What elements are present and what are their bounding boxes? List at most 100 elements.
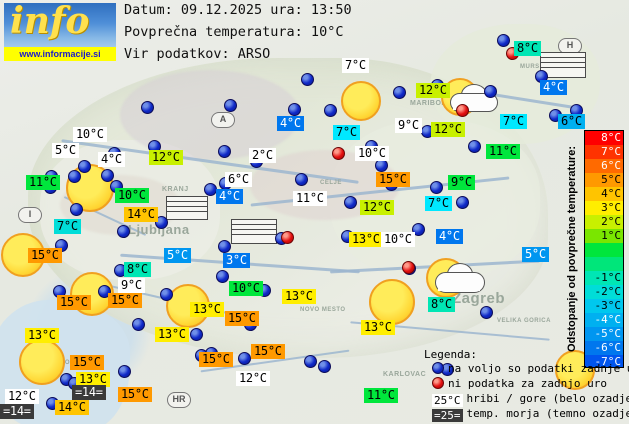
station-dot[interactable] xyxy=(324,104,337,117)
station-dot[interactable] xyxy=(218,145,231,158)
site-logo[interactable]: info www.informacije.si xyxy=(4,0,116,61)
temperature-label: 12°C xyxy=(360,200,394,215)
station-dot[interactable] xyxy=(295,173,308,186)
station-dot[interactable] xyxy=(216,270,229,283)
temperature-label: 15°C xyxy=(225,311,259,326)
logo-url: www.informacije.si xyxy=(4,47,116,61)
station-dot[interactable] xyxy=(468,140,481,153)
temperature-label: 10°C xyxy=(229,281,263,296)
legend-row-data-available: na voljo so podatki zadnje ure xyxy=(432,362,629,376)
cloud-mask xyxy=(438,278,480,291)
temperature-label: 5°C xyxy=(164,248,191,263)
legend-row-no-data: ni podatka za zadnjo uro xyxy=(432,377,607,391)
station-dot[interactable] xyxy=(101,169,114,182)
temperature-label: 10°C xyxy=(381,232,415,247)
temperature-label: 12°C xyxy=(416,83,450,98)
logo-wordmark: info xyxy=(10,0,90,42)
temperature-label: 4°C xyxy=(540,80,567,95)
station-dot[interactable] xyxy=(456,196,469,209)
temperature-label: 5°C xyxy=(522,247,549,262)
station-dot[interactable] xyxy=(68,170,81,183)
temperature-label: 7°C xyxy=(333,125,360,140)
temperature-label: 9°C xyxy=(395,118,422,133)
station-dot[interactable] xyxy=(70,203,83,216)
temperature-label: 15°C xyxy=(199,352,233,367)
temperature-label: 15°C xyxy=(57,295,91,310)
blue-dot-icon xyxy=(432,362,444,374)
temperature-label: 15°C xyxy=(251,344,285,359)
temperature-label: 13°C xyxy=(76,372,110,387)
map-region-badge: HR xyxy=(167,392,191,408)
scale-row: 2°C xyxy=(585,215,623,229)
station-dot[interactable] xyxy=(117,225,130,238)
temperature-label: 10°C xyxy=(355,146,389,161)
temperature-deviation-scale: Odstopanje od povprečne temperature: 8°C… xyxy=(561,130,627,368)
station-dot[interactable] xyxy=(393,86,406,99)
scale-row: 8°C xyxy=(585,131,623,145)
station-dot[interactable] xyxy=(218,240,231,253)
sea-temperature-label: =14= xyxy=(0,404,34,419)
station-dot[interactable] xyxy=(430,181,443,194)
scale-row: -7°C xyxy=(585,355,623,367)
station-dot[interactable] xyxy=(78,160,91,173)
obscured-value-box xyxy=(166,196,208,220)
legend-row-sea: =25= temp. morja (temno ozadje) xyxy=(432,407,629,422)
scale-row: -3°C xyxy=(585,299,623,313)
station-dot[interactable] xyxy=(155,216,168,229)
station-dot[interactable] xyxy=(484,85,497,98)
station-dot[interactable] xyxy=(118,365,131,378)
station-dot-no-data[interactable] xyxy=(456,104,469,117)
temperature-label: 11°C xyxy=(364,388,398,403)
temperature-label: 13°C xyxy=(282,289,316,304)
temperature-label: 13°C xyxy=(361,320,395,335)
temperature-label: 15°C xyxy=(28,248,62,263)
alps-relief xyxy=(120,70,300,160)
station-dot[interactable] xyxy=(344,196,357,209)
station-dot[interactable] xyxy=(98,285,111,298)
station-dot[interactable] xyxy=(318,360,331,373)
station-dot[interactable] xyxy=(132,318,145,331)
temperature-label: 9°C xyxy=(118,278,145,293)
legend-row-mountains: 25°C hribi / gore (belo ozadje) xyxy=(432,392,629,407)
station-dot[interactable] xyxy=(238,352,251,365)
cloud-mask xyxy=(453,98,493,110)
station-dot[interactable] xyxy=(301,73,314,86)
station-dot[interactable] xyxy=(288,103,301,116)
temperature-label: 3°C xyxy=(223,253,250,268)
scale-row: 6°C xyxy=(585,159,623,173)
station-dot[interactable] xyxy=(497,34,510,47)
temperature-label: 12°C xyxy=(5,389,39,404)
temperature-label: 7°C xyxy=(54,219,81,234)
station-dot[interactable] xyxy=(190,328,203,341)
header-datetime: Datum: 09.12.2025 ura: 13:50 xyxy=(124,2,352,18)
station-dot[interactable] xyxy=(304,355,317,368)
map-region-badge: I xyxy=(18,207,42,223)
station-dot[interactable] xyxy=(412,223,425,236)
temperature-label: 13°C xyxy=(349,232,383,247)
station-dot-no-data[interactable] xyxy=(332,147,345,160)
scale-row: -2°C xyxy=(585,285,623,299)
temperature-label: 8°C xyxy=(124,262,151,277)
station-dot[interactable] xyxy=(160,288,173,301)
temperature-label: 11°C xyxy=(486,144,520,159)
station-dot-no-data[interactable] xyxy=(402,261,415,274)
legend-red-text: ni podatka za zadnjo uro xyxy=(448,377,607,390)
station-dot-no-data[interactable] xyxy=(281,231,294,244)
station-dot[interactable] xyxy=(141,101,154,114)
sun-icon xyxy=(369,279,415,325)
legend-sea-text: temp. morja (temno ozadje) xyxy=(466,407,629,420)
station-dot[interactable] xyxy=(480,306,493,319)
temperature-label: 9°C xyxy=(448,175,475,190)
temperature-label: 12°C xyxy=(149,150,183,165)
scale-row: -4°C xyxy=(585,313,623,327)
scale-row: 4°C xyxy=(585,187,623,201)
temperature-label: 13°C xyxy=(155,327,189,342)
temperature-label: 8°C xyxy=(514,41,541,56)
temperature-label: 11°C xyxy=(26,175,60,190)
scale-row: -1°C xyxy=(585,271,623,285)
legend-white-text: hribi / gore (belo ozadje) xyxy=(466,392,629,405)
temperature-label: 13°C xyxy=(25,328,59,343)
station-dot[interactable] xyxy=(224,99,237,112)
scale-row xyxy=(585,257,623,271)
